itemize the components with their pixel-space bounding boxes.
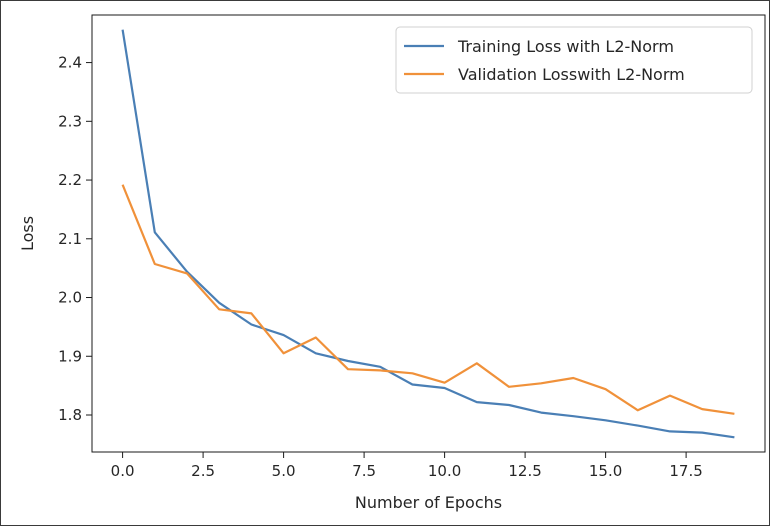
x-axis-label: Number of Epochs: [355, 493, 502, 512]
y-tick-label: 2.1: [58, 230, 82, 248]
x-tick-label: 7.5: [352, 462, 376, 480]
y-tick-label: 2.2: [58, 171, 82, 189]
x-tick-label: 5.0: [272, 462, 296, 480]
y-tick-label: 2.4: [58, 54, 82, 72]
y-tick-label: 2.3: [58, 112, 82, 130]
plot-lines: [121, 29, 735, 439]
series-line-1: [121, 184, 735, 415]
y-tick-label: 2.0: [58, 289, 82, 307]
series-line-0: [121, 29, 735, 439]
legend-box: [395, 26, 753, 94]
legend-label-1: Validation Losswith L2-Norm: [458, 65, 685, 84]
x-tick-label: 10.0: [428, 462, 461, 480]
x-axis-ticks: 0.0 2.5 5.0 7.5 10.0 12.5 15.0 17.5: [111, 452, 703, 480]
axes-box: [91, 14, 766, 453]
y-axis-label: Loss: [18, 216, 37, 251]
y-tick-label: 1.8: [58, 406, 82, 424]
x-tick-label: 0.0: [111, 462, 135, 480]
legend-label-0: Training Loss with L2-Norm: [457, 37, 674, 56]
y-tick-label: 1.9: [58, 347, 82, 365]
y-axis-ticks: 1.8 1.9 2.0 2.1 2.2 2.3 2.4: [58, 54, 92, 424]
x-tick-label: 17.5: [669, 462, 702, 480]
x-tick-label: 2.5: [191, 462, 215, 480]
x-tick-label: 15.0: [589, 462, 622, 480]
legend: Training Loss with L2-Norm Validation Los…: [395, 26, 753, 94]
x-tick-label: 12.5: [508, 462, 541, 480]
